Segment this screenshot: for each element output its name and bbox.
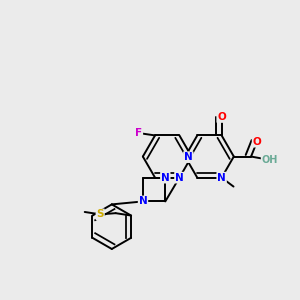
Text: N: N	[161, 172, 170, 183]
Text: N: N	[184, 152, 193, 162]
Text: O: O	[253, 137, 261, 147]
Text: N: N	[139, 196, 147, 206]
Text: S: S	[96, 209, 104, 219]
Text: N: N	[175, 172, 184, 183]
Text: N: N	[217, 172, 226, 183]
Text: F: F	[135, 128, 142, 138]
Text: OH: OH	[262, 154, 278, 164]
Text: O: O	[217, 112, 226, 122]
